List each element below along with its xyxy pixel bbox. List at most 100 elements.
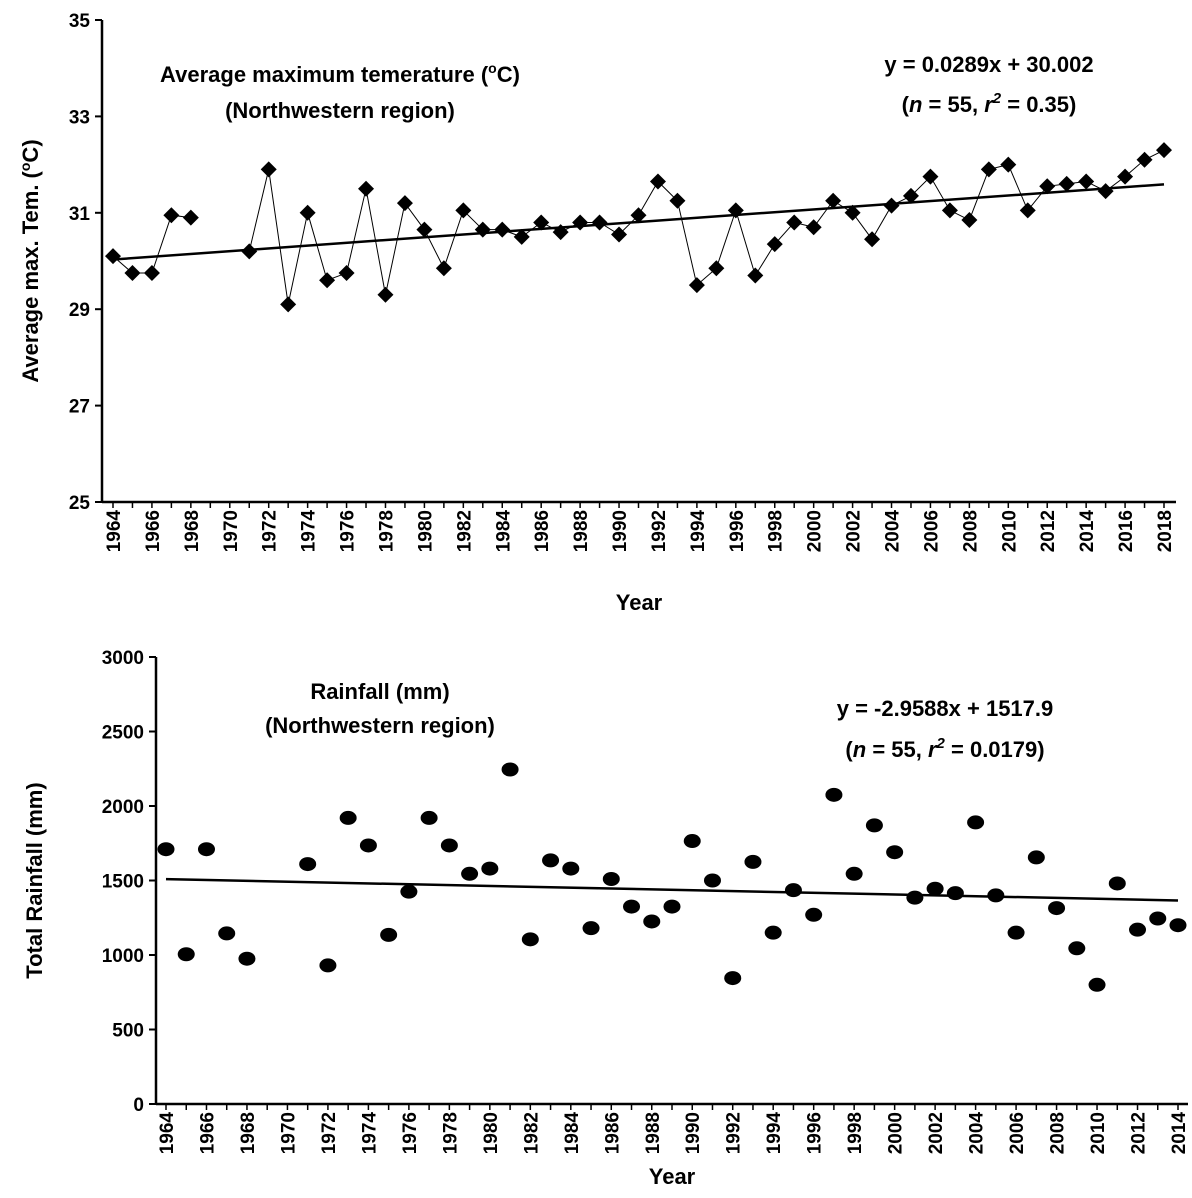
x-tick-label: 2016 bbox=[1116, 510, 1137, 552]
x-tick-label: 2010 bbox=[1088, 1112, 1109, 1154]
data-point bbox=[864, 231, 881, 248]
data-point bbox=[380, 927, 398, 942]
data-point bbox=[260, 161, 277, 178]
trend-equation: y = -2.9588x + 1517.9 bbox=[837, 696, 1054, 721]
y-tick-label: 31 bbox=[69, 204, 91, 225]
x-tick-label: 1966 bbox=[197, 1112, 218, 1154]
data-point bbox=[926, 881, 944, 896]
data-point bbox=[416, 221, 433, 238]
x-tick-label: 1976 bbox=[338, 510, 359, 552]
x-tick-label: 1972 bbox=[260, 510, 281, 552]
data-point bbox=[980, 161, 997, 178]
x-tick-label: 2000 bbox=[805, 510, 826, 552]
x-tick-label: 1990 bbox=[610, 510, 631, 552]
data-point bbox=[474, 221, 491, 238]
annotation-line-2: (Northwestern region) bbox=[225, 98, 455, 123]
data-point bbox=[182, 209, 199, 226]
x-tick-label: 1996 bbox=[727, 510, 748, 552]
x-tick-label: 1982 bbox=[454, 510, 475, 552]
data-point bbox=[105, 248, 121, 265]
x-tick-label: 1966 bbox=[143, 510, 164, 552]
data-point bbox=[280, 296, 297, 313]
data-point bbox=[241, 243, 258, 260]
data-point bbox=[572, 214, 589, 231]
x-tick-label: 1994 bbox=[688, 510, 709, 553]
data-point bbox=[1117, 168, 1134, 185]
data-point bbox=[1078, 173, 1095, 190]
y-tick-label: 2500 bbox=[102, 723, 144, 744]
x-tick-label: 1992 bbox=[649, 510, 670, 552]
data-point bbox=[299, 204, 316, 221]
data-point bbox=[967, 815, 985, 830]
data-point bbox=[238, 951, 256, 966]
x-tick-label: 1994 bbox=[764, 1112, 785, 1155]
y-tick-label: 1000 bbox=[102, 946, 144, 967]
data-point bbox=[435, 260, 452, 277]
data-point bbox=[845, 866, 863, 881]
data-point bbox=[501, 762, 519, 777]
data-point bbox=[1129, 922, 1147, 937]
data-point bbox=[359, 838, 377, 853]
x-tick-label: 1992 bbox=[724, 1112, 745, 1154]
data-point bbox=[683, 834, 701, 849]
data-point bbox=[602, 872, 620, 887]
data-point bbox=[513, 228, 530, 245]
data-point bbox=[143, 265, 160, 282]
x-axis-title: Year bbox=[649, 1164, 696, 1189]
data-point bbox=[902, 187, 919, 204]
data-point bbox=[177, 947, 195, 962]
x-tick-label: 2004 bbox=[883, 510, 904, 553]
data-point bbox=[961, 212, 978, 229]
data-point bbox=[400, 884, 418, 899]
data-point bbox=[1039, 178, 1056, 195]
y-tick-label: 3000 bbox=[102, 648, 144, 669]
data-point bbox=[1019, 202, 1036, 219]
x-tick-label: 1976 bbox=[400, 1112, 421, 1154]
data-point bbox=[319, 958, 337, 973]
x-tick-label: 1974 bbox=[299, 510, 320, 553]
y-axis-title: Total Rainfall (mm) bbox=[22, 782, 47, 978]
x-tick-label: 2008 bbox=[1048, 1112, 1069, 1154]
data-point bbox=[521, 932, 539, 947]
x-tick-label: 2010 bbox=[999, 510, 1020, 552]
x-tick-label: 2018 bbox=[1155, 510, 1176, 552]
data-point bbox=[124, 265, 141, 282]
data-point bbox=[542, 853, 560, 868]
x-tick-label: 1998 bbox=[766, 510, 787, 552]
annotation-line-2: (Northwestern region) bbox=[265, 713, 495, 738]
data-point bbox=[1108, 876, 1126, 891]
data-point bbox=[591, 214, 608, 231]
y-tick-label: 1500 bbox=[102, 872, 144, 893]
x-tick-label: 1988 bbox=[643, 1112, 664, 1154]
x-tick-label: 1986 bbox=[532, 510, 553, 552]
data-point bbox=[825, 192, 842, 209]
data-point bbox=[708, 260, 725, 277]
data-point bbox=[197, 842, 215, 857]
data-point bbox=[703, 873, 721, 888]
y-tick-label: 33 bbox=[69, 107, 90, 128]
data-point bbox=[1007, 925, 1025, 940]
trend-line bbox=[165, 877, 1179, 902]
data-point bbox=[377, 286, 394, 303]
x-tick-label: 1980 bbox=[481, 1112, 502, 1154]
data-point bbox=[941, 202, 958, 219]
y-tick-label: 29 bbox=[69, 300, 90, 321]
trend-stats: (n = 55, r2 = 0.35) bbox=[902, 90, 1077, 117]
x-tick-label: 2008 bbox=[960, 510, 981, 552]
data-point bbox=[825, 787, 843, 802]
data-point bbox=[805, 907, 823, 922]
x-tick-label: 1978 bbox=[376, 510, 397, 552]
data-point bbox=[481, 861, 499, 876]
data-point bbox=[764, 925, 782, 940]
data-point bbox=[157, 842, 175, 857]
data-point bbox=[163, 207, 180, 224]
data-point bbox=[218, 926, 236, 941]
data-point bbox=[339, 810, 357, 825]
x-tick-label: 1964 bbox=[157, 1112, 178, 1155]
rainfall-chart: 0 500 1000 1500 2000 2500 3000 1964 1966 1968 1970… bbox=[22, 648, 1190, 1189]
data-point bbox=[562, 861, 580, 876]
data-point bbox=[420, 810, 438, 825]
x-tick-label: 1968 bbox=[182, 510, 203, 552]
y-tick-label: 2000 bbox=[102, 797, 144, 818]
